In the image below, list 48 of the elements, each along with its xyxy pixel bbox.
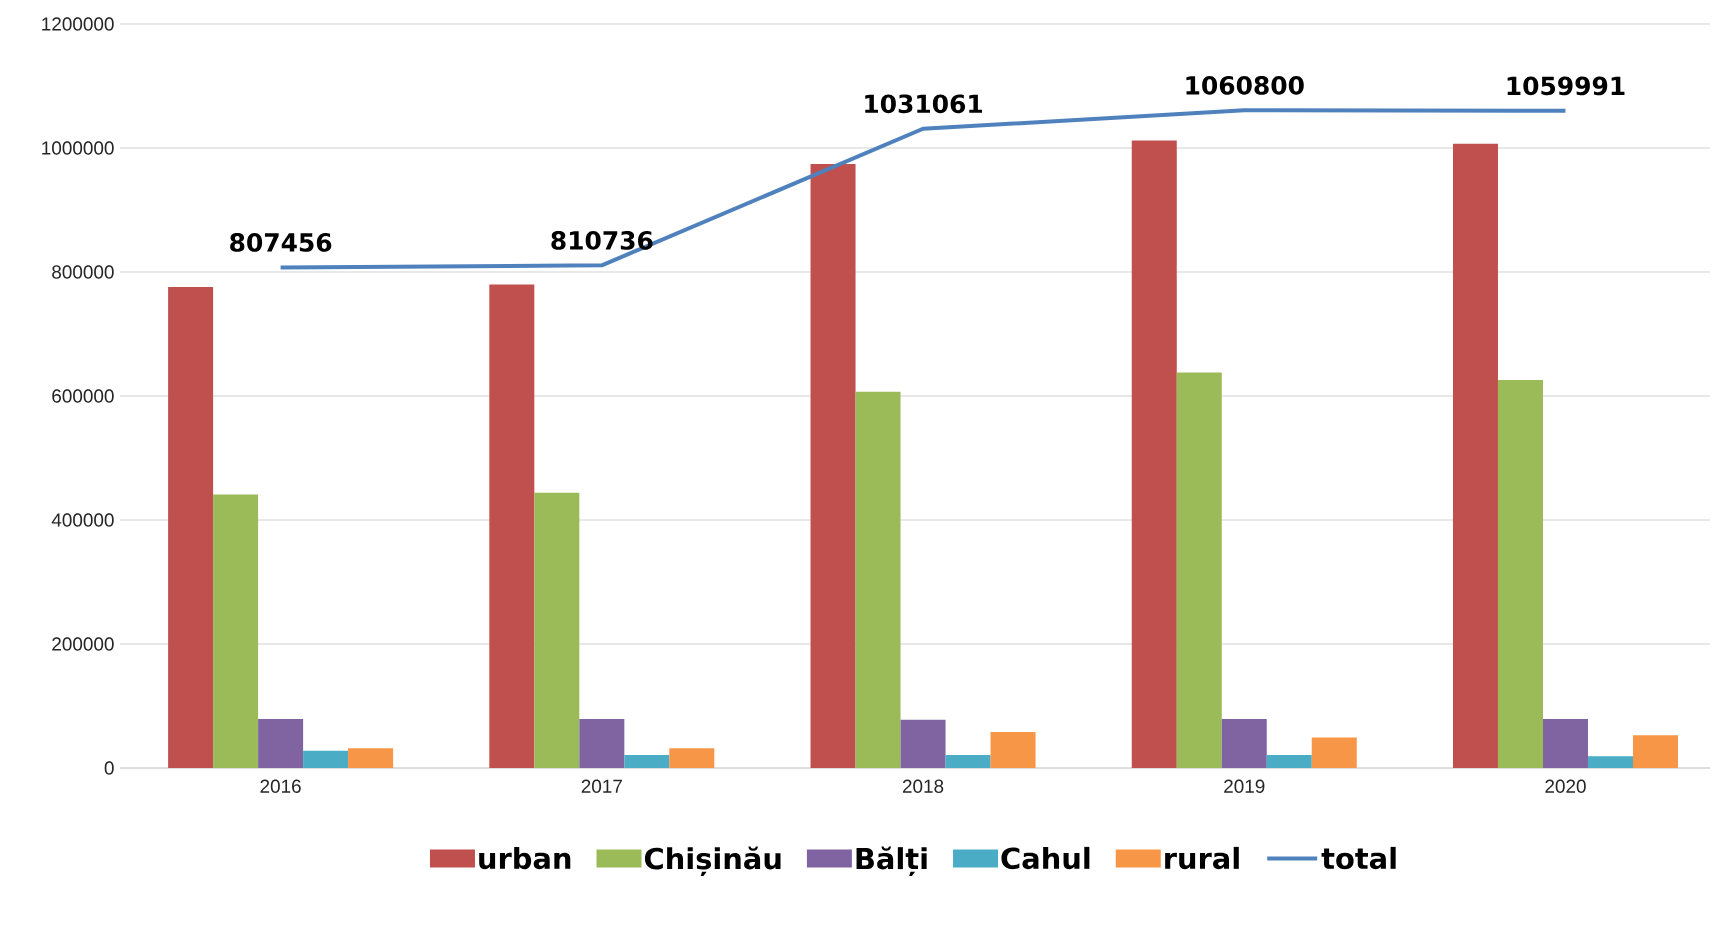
- y-tick-label: 600000: [52, 389, 114, 403]
- y-tick-label: 400000: [51, 513, 114, 527]
- legend-label: total: [1321, 846, 1396, 870]
- legend-label: Chișinău: [644, 846, 781, 877]
- x-tick-label: 2016: [260, 779, 301, 793]
- bar: [1632, 735, 1678, 768]
- legend-label: rural: [1165, 846, 1239, 870]
- bar: [990, 732, 1036, 768]
- bar: [810, 164, 856, 768]
- y-tick-label: 0: [104, 761, 114, 775]
- bar: [1176, 372, 1222, 768]
- bar: [348, 748, 394, 768]
- bar: [1452, 143, 1498, 768]
- x-tick-label: 2020: [1545, 779, 1586, 793]
- x-tick-label: 2019: [1224, 779, 1265, 793]
- bar: [1266, 754, 1312, 768]
- bar: [945, 754, 991, 768]
- bar: [168, 286, 214, 768]
- bar: [1497, 379, 1543, 768]
- bar: [1542, 719, 1588, 768]
- data-label: 1060800: [1186, 75, 1304, 95]
- bar: [624, 754, 670, 768]
- data-label: 810736: [551, 230, 653, 250]
- bar: [579, 719, 625, 768]
- bar: [669, 748, 715, 768]
- bar: [534, 492, 580, 768]
- y-tick-label: 1000000: [42, 141, 114, 155]
- bar: [489, 284, 535, 768]
- legend-label: Cahul: [1001, 846, 1090, 870]
- data-label: 1059991: [1507, 76, 1625, 96]
- y-tick-label: 800000: [52, 265, 114, 279]
- data-label: 807456: [230, 233, 332, 252]
- bar: [1221, 719, 1267, 768]
- legend-label: urban: [479, 846, 571, 870]
- x-tick-label: 2017: [581, 779, 622, 793]
- bar: [258, 719, 304, 768]
- bar: [1587, 756, 1633, 768]
- bar: [1311, 737, 1357, 768]
- legend-label: Bălți: [856, 846, 927, 877]
- bar: [855, 391, 901, 768]
- bar: [303, 750, 349, 768]
- bar: [900, 719, 946, 768]
- bar: [1131, 140, 1177, 768]
- y-tick-label: 1200000: [42, 17, 114, 31]
- x-tick-label: 2018: [902, 779, 944, 793]
- bar: [213, 494, 259, 768]
- data-label: 1031061: [865, 94, 983, 114]
- y-tick-label: 200000: [52, 637, 114, 651]
